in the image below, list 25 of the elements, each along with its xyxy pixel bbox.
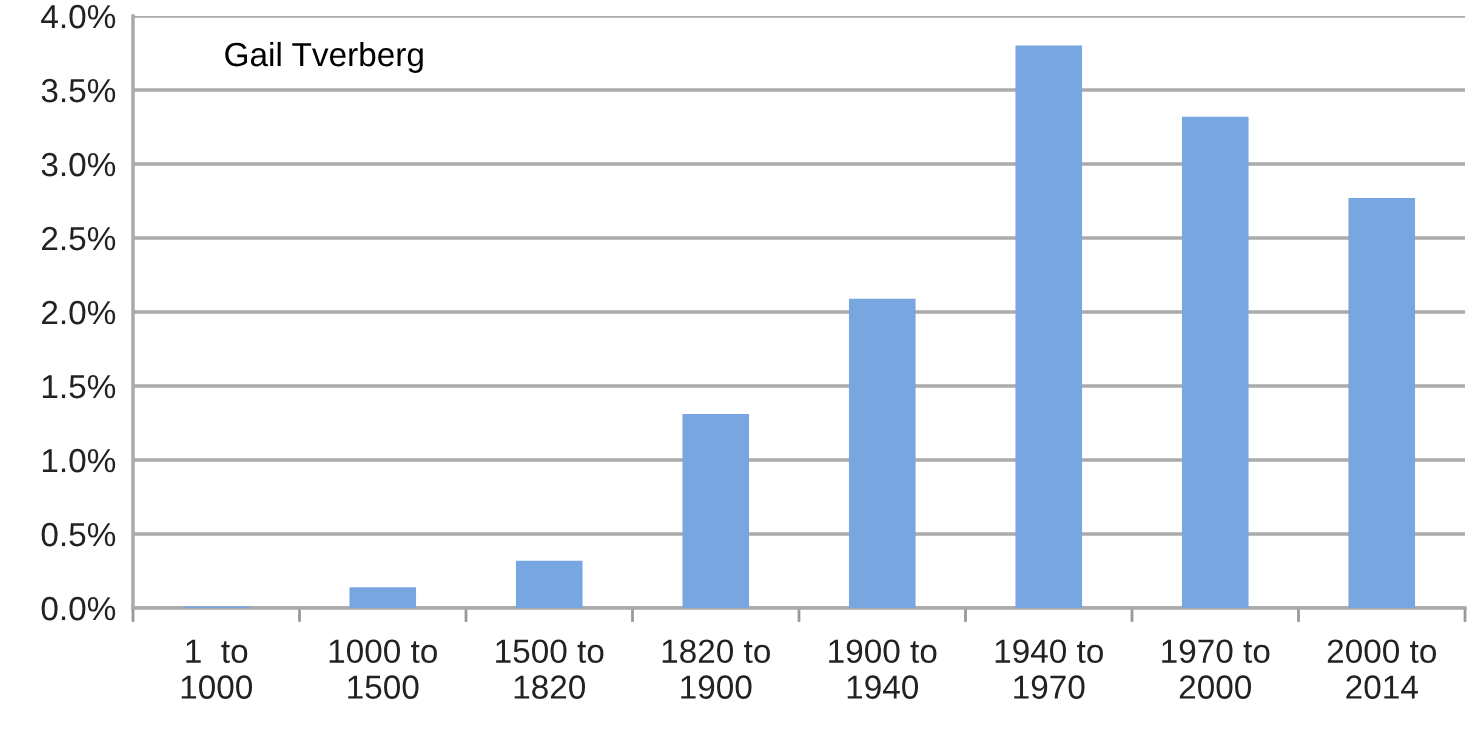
x-tick-label: 1000 to 1500 [329,639,437,699]
bar [1348,198,1416,608]
bar [1181,116,1249,608]
bar [848,298,916,608]
y-tick-label: 3.5% [41,78,116,103]
y-tick-label: 2.5% [42,226,116,251]
y-tick-label: 3.0% [41,152,116,177]
x-tick-label: 1 to 1000 [181,639,253,699]
bar [349,587,417,608]
y-tick-label: 0.5% [41,522,116,547]
y-tick-label: 4.0% [41,4,116,29]
y-tick-label: 1.0% [42,448,116,473]
y-tick-label: 0.0% [41,596,116,621]
y-tick-label: 1.5% [42,374,116,399]
annotation: Gail Tverberg [225,41,423,73]
y-tick-label: 2.0% [42,300,116,325]
bar [515,560,583,608]
x-tick-label: 1820 to 1900 [662,639,770,699]
x-tick-label: 1500 to 1820 [496,639,604,699]
bar [682,414,750,608]
bar [1015,45,1083,608]
x-tick-label: 1940 to 1970 [995,639,1103,699]
x-tick-label: 1970 to 2000 [1162,639,1270,699]
x-tick-label: 2000 to 2014 [1327,639,1436,699]
x-tick-label: 1900 to 1940 [829,639,937,699]
